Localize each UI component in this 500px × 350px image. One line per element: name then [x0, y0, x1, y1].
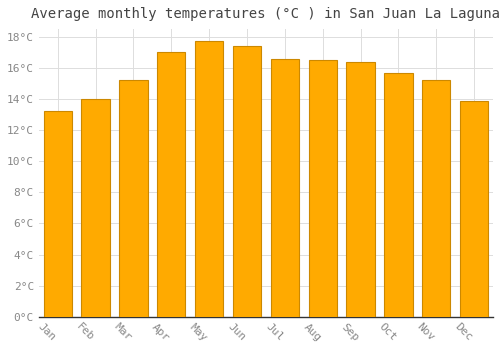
Bar [119, 80, 148, 317]
Bar [44, 112, 72, 317]
Bar [270, 58, 299, 317]
Bar [195, 42, 224, 317]
Bar [233, 46, 261, 317]
Bar [308, 60, 337, 317]
Bar [82, 99, 110, 317]
Bar [460, 100, 488, 317]
Bar [384, 72, 412, 317]
Bar [346, 62, 375, 317]
Title: Average monthly temperatures (°C ) in San Juan La Laguna: Average monthly temperatures (°C ) in Sa… [32, 7, 500, 21]
Bar [422, 80, 450, 317]
Bar [157, 52, 186, 317]
